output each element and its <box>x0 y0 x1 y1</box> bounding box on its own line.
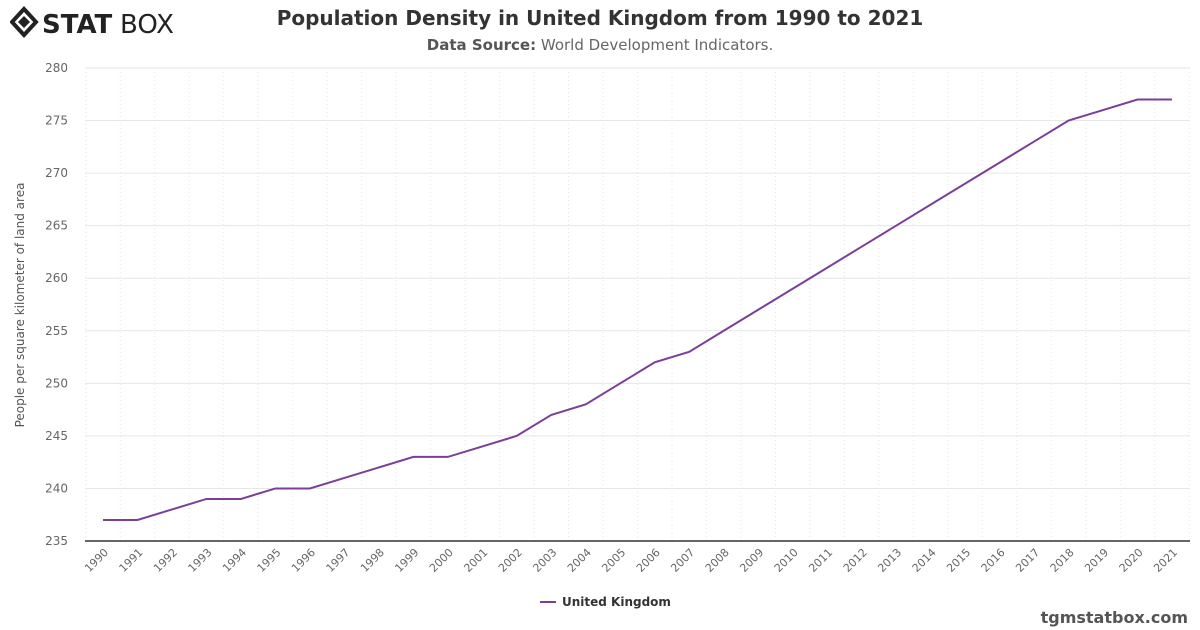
x-tick-label: 1990 <box>82 546 111 575</box>
x-tick-label: 2012 <box>841 546 870 575</box>
y-tick-label: 255 <box>45 324 68 338</box>
statbox-logo: STAT BOX <box>10 6 174 38</box>
y-tick-label: 280 <box>45 61 68 75</box>
x-tick-label: 2019 <box>1082 546 1111 575</box>
data-point <box>1100 107 1106 113</box>
y-tick-label: 250 <box>45 376 68 390</box>
legend-item-united-kingdom[interactable]: United Kingdom <box>540 595 671 609</box>
x-tick-label: 2010 <box>772 546 801 575</box>
y-tick-label: 245 <box>45 429 68 443</box>
x-tick-label: 2020 <box>1117 546 1146 575</box>
credit-text: tgmstatbox.com <box>1040 608 1188 627</box>
data-point <box>755 307 761 313</box>
data-point <box>686 349 692 355</box>
x-tick-label: 1991 <box>117 546 146 575</box>
x-tick-label: 2005 <box>599 546 628 575</box>
data-point <box>962 181 968 187</box>
data-point <box>514 433 520 439</box>
data-point <box>928 202 934 208</box>
data-point <box>341 475 347 481</box>
data-point <box>721 328 727 334</box>
x-tick-label: 1996 <box>289 546 318 575</box>
y-axis: 235 240 245 250 255 260 265 270 275 280 <box>45 61 68 548</box>
data-point <box>548 412 554 418</box>
grid <box>85 67 1190 541</box>
x-tick-label: 2014 <box>910 546 939 575</box>
data-point <box>1066 118 1072 124</box>
x-tick-label: 1994 <box>220 546 249 575</box>
chart-subtitle: Data Source: World Development Indicator… <box>0 36 1200 54</box>
data-point <box>203 496 209 502</box>
data-point <box>790 286 796 292</box>
x-tick-label: 1999 <box>392 546 421 575</box>
y-tick-label: 265 <box>45 219 68 233</box>
data-point <box>1135 97 1141 103</box>
x-tick-label: 2000 <box>427 546 456 575</box>
diamond-icon <box>10 6 39 38</box>
chart-title: Population Density in United Kingdom fro… <box>276 6 924 30</box>
x-tick-label: 2001 <box>461 546 490 575</box>
data-point <box>410 454 416 460</box>
data-point <box>134 517 140 523</box>
x-tick-label: 2004 <box>565 546 594 575</box>
data-point <box>1031 139 1037 145</box>
data-point <box>583 401 589 407</box>
y-axis-label: People per square kilometer of land area <box>13 183 27 428</box>
x-tick-label: 2016 <box>979 546 1008 575</box>
data-point <box>272 485 278 491</box>
data-point <box>445 454 451 460</box>
data-point <box>307 485 313 491</box>
data-point <box>824 265 830 271</box>
y-tick-label: 270 <box>45 166 68 180</box>
x-tick-label: 2008 <box>703 546 732 575</box>
subtitle-label: Data Source: <box>426 36 537 54</box>
data-point <box>169 506 175 512</box>
data-point <box>376 464 382 470</box>
data-point <box>479 443 485 449</box>
series-line <box>103 98 1172 521</box>
data-point <box>652 359 658 365</box>
data-point <box>893 223 899 229</box>
svg-text:BOX: BOX <box>120 10 174 38</box>
x-tick-label: 2021 <box>1151 546 1180 575</box>
x-tick-label: 2017 <box>1013 546 1042 575</box>
subtitle-value: World Development Indicators. <box>540 36 774 54</box>
data-point <box>859 244 865 250</box>
data-point <box>238 496 244 502</box>
x-tick-label: 2006 <box>634 546 663 575</box>
series-united-kingdom[interactable] <box>100 97 1175 523</box>
svg-text:STAT: STAT <box>42 10 113 38</box>
data-point <box>1169 97 1175 103</box>
x-tick-label: 2013 <box>875 546 904 575</box>
legend-label: United Kingdom <box>562 595 671 609</box>
legend-swatch <box>540 601 556 603</box>
y-tick-label: 240 <box>45 481 68 495</box>
x-tick-label: 2009 <box>737 546 766 575</box>
y-tick-label: 235 <box>45 534 68 548</box>
x-tick-label: 2018 <box>1048 546 1077 575</box>
y-tick-label: 260 <box>45 271 68 285</box>
x-tick-label: 1997 <box>324 546 353 575</box>
x-tick-label: 2007 <box>668 546 697 575</box>
x-tick-label: 2003 <box>530 546 559 575</box>
data-point <box>997 160 1003 166</box>
x-tick-label: 1995 <box>255 546 284 575</box>
y-tick-label: 275 <box>45 114 68 128</box>
x-tick-label: 2011 <box>806 546 835 575</box>
data-point <box>617 380 623 386</box>
x-axis: 1990 1991 1992 1993 1994 1995 1996 1997 1998 1999… <box>82 540 1190 575</box>
x-tick-label: 2002 <box>496 546 525 575</box>
x-tick-label: 2015 <box>944 546 973 575</box>
x-tick-label: 1992 <box>151 546 180 575</box>
x-tick-label: 1998 <box>358 546 387 575</box>
data-point <box>100 517 106 523</box>
x-tick-label: 1993 <box>186 546 215 575</box>
